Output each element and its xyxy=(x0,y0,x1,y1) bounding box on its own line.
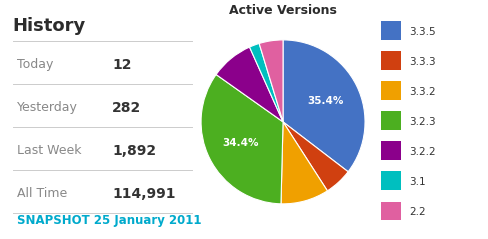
Wedge shape xyxy=(283,122,348,191)
Text: 34.4%: 34.4% xyxy=(223,138,259,148)
Bar xyxy=(381,141,401,160)
Text: Today: Today xyxy=(17,58,53,71)
Text: 3.3.2: 3.3.2 xyxy=(409,87,436,97)
Text: 3.2.2: 3.2.2 xyxy=(409,147,436,157)
Text: All Time: All Time xyxy=(17,187,67,200)
Wedge shape xyxy=(281,122,327,204)
Text: 282: 282 xyxy=(112,101,142,114)
Text: Yesterday: Yesterday xyxy=(17,101,78,114)
Bar xyxy=(381,171,401,190)
Text: 3.1: 3.1 xyxy=(409,177,426,187)
Text: 12: 12 xyxy=(112,58,132,71)
Text: 3.3.3: 3.3.3 xyxy=(409,57,436,67)
Text: History: History xyxy=(13,17,86,35)
Bar xyxy=(381,81,401,100)
Wedge shape xyxy=(249,43,283,122)
Text: 1,892: 1,892 xyxy=(112,144,156,158)
Wedge shape xyxy=(216,47,283,122)
Wedge shape xyxy=(201,75,283,204)
Text: Last Week: Last Week xyxy=(17,144,81,157)
Text: 3.3.5: 3.3.5 xyxy=(409,27,436,37)
Wedge shape xyxy=(283,40,365,172)
Bar xyxy=(381,111,401,130)
Title: Active Versions: Active Versions xyxy=(229,4,337,17)
Bar xyxy=(381,51,401,70)
Text: 35.4%: 35.4% xyxy=(307,96,344,106)
Wedge shape xyxy=(259,40,283,122)
Bar xyxy=(381,201,401,220)
Text: 114,991: 114,991 xyxy=(112,187,176,201)
Bar xyxy=(381,21,401,40)
Text: 3.2.3: 3.2.3 xyxy=(409,117,436,127)
Text: SNAPSHOT 25 January 2011: SNAPSHOT 25 January 2011 xyxy=(17,214,201,227)
Text: 2.2: 2.2 xyxy=(409,207,426,217)
